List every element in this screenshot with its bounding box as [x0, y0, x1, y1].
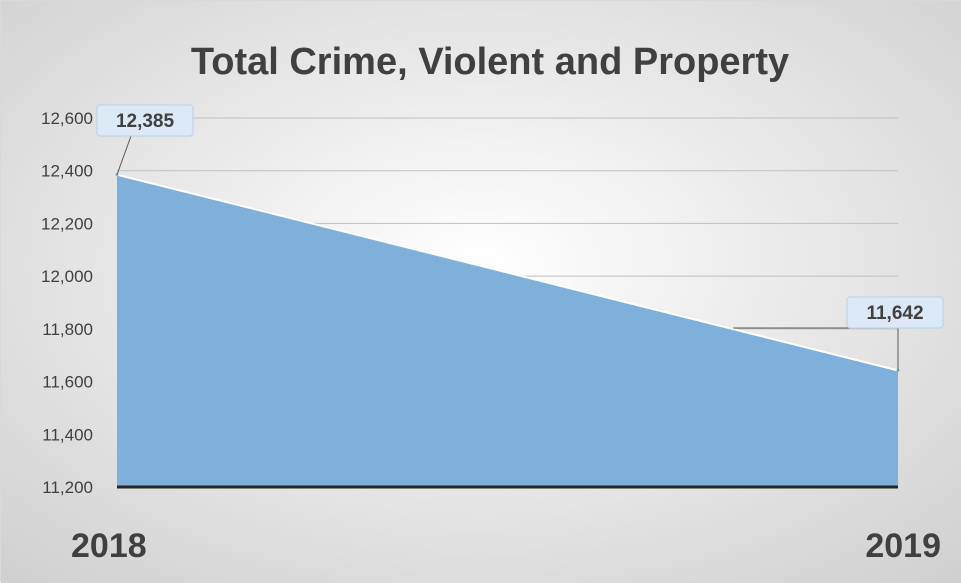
y-axis: 11,200 11,400 11,600 11,800 12,000 12,200 12,4… — [41, 109, 898, 497]
y-tick-label: 11,600 — [42, 373, 93, 392]
chart-title: Total Crime, Violent and Property — [191, 41, 789, 83]
y-tick-label: 12,000 — [41, 267, 93, 286]
leader-line — [116, 135, 132, 175]
y-tick-label: 11,200 — [42, 478, 93, 497]
y-tick-label: 12,600 — [41, 109, 93, 128]
data-label: 11,642 — [866, 303, 923, 324]
area-series — [117, 174, 898, 488]
x-axis: 2018 2019 — [71, 527, 941, 565]
data-label-box — [846, 296, 944, 329]
y-tick-label: 11,800 — [42, 320, 93, 339]
area-top-edge — [116, 173, 899, 372]
data-label: 12,385 — [116, 111, 175, 132]
y-tick-label: 11,400 — [42, 425, 93, 444]
x-category-label: 2019 — [865, 527, 941, 565]
y-tick-label: 12,400 — [41, 162, 93, 181]
data-labels: 12,385 11,642 — [96, 104, 944, 371]
data-label-box — [96, 104, 194, 137]
y-tick-label: 12,200 — [41, 214, 93, 233]
x-category-label: 2018 — [71, 527, 147, 565]
